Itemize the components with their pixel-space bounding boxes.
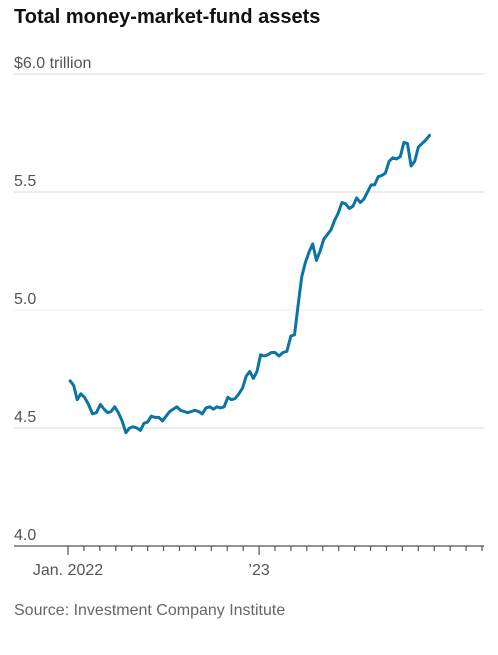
- y-tick-label: 5.5: [14, 173, 36, 190]
- source-note: Source: Investment Company Institute: [14, 602, 286, 619]
- x-tick-label: Jan. 2022: [33, 562, 103, 579]
- chart-title: Total money-market-fund assets: [14, 6, 321, 28]
- line-chart: $6.0 trillion 5.5 5.0 4.5 4.0 Jan. 2022 ’23: [14, 55, 484, 579]
- y-tick-labels: $6.0 trillion 5.5 5.0 4.5 4.0: [14, 55, 91, 544]
- x-axis: Jan. 2022 ’23: [33, 546, 483, 579]
- x-tick-label: ’23: [248, 562, 269, 579]
- gridlines: [14, 73, 484, 547]
- y-tick-label: 4.0: [14, 527, 36, 544]
- series-line: [68, 133, 431, 435]
- y-tick-label: $6.0 trillion: [14, 55, 91, 72]
- y-tick-label: 5.0: [14, 291, 36, 308]
- y-tick-label: 4.5: [14, 409, 36, 426]
